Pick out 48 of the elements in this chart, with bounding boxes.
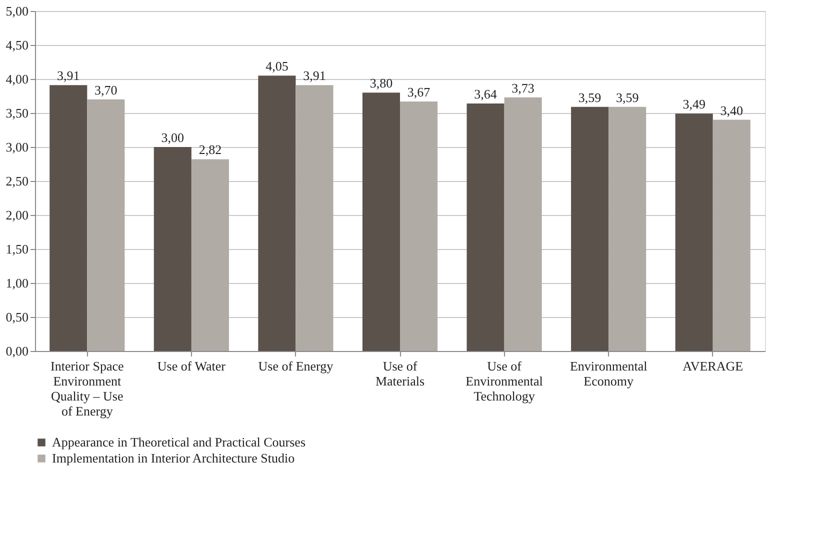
bar bbox=[400, 101, 438, 351]
data-label: 3,59 bbox=[616, 90, 639, 105]
bar bbox=[466, 103, 504, 351]
y-tick-label: 5,00 bbox=[6, 4, 28, 18]
data-label: 3,80 bbox=[370, 76, 393, 91]
data-label: 2,82 bbox=[198, 142, 222, 158]
data-label: 3,00 bbox=[161, 130, 184, 145]
bar bbox=[608, 106, 646, 351]
bar bbox=[675, 114, 713, 351]
data-label: 3,91 bbox=[303, 68, 326, 84]
bar bbox=[87, 99, 125, 351]
bar bbox=[504, 97, 542, 351]
y-tick-label: 3,50 bbox=[6, 106, 28, 120]
bar bbox=[191, 159, 229, 351]
bar bbox=[712, 120, 750, 351]
x-tick-label: Interior Space Environment Quality – Use of Energy bbox=[50, 358, 124, 418]
y-tick-label: 0,00 bbox=[6, 344, 28, 358]
y-tick-label: 2,50 bbox=[6, 174, 28, 188]
legend-label: Implementation in Interior Architecture Studio bbox=[52, 450, 295, 466]
y-tick-label: 4,00 bbox=[6, 72, 28, 86]
y-tick-label: 1,00 bbox=[6, 276, 28, 290]
y-tick-label: 0,50 bbox=[6, 310, 28, 324]
bar bbox=[50, 85, 88, 351]
legend-label: Appearance in Theoretical and Practical Courses bbox=[52, 434, 306, 450]
x-tick-label: Environmental Economy bbox=[570, 358, 648, 388]
data-label: 3,59 bbox=[578, 90, 602, 105]
data-label: 3,73 bbox=[512, 80, 534, 96]
y-tick-label: 3,00 bbox=[6, 140, 28, 154]
data-label: 3,40 bbox=[720, 102, 744, 118]
x-tick-label: Use of Energy bbox=[258, 358, 334, 374]
bar bbox=[571, 106, 609, 351]
bar bbox=[296, 85, 334, 351]
x-tick-label: Use of Environmental Technology bbox=[466, 358, 544, 404]
x-tick-label: Use of Water bbox=[157, 358, 226, 374]
x-tick-label: AVERAGE bbox=[682, 358, 744, 374]
y-tick-label: 2,00 bbox=[6, 208, 28, 222]
y-tick-label: 1,50 bbox=[6, 242, 28, 256]
data-label: 3,64 bbox=[474, 86, 498, 102]
data-label: 3,70 bbox=[94, 82, 118, 98]
data-label: 3,49 bbox=[682, 96, 706, 112]
data-label: 4,05 bbox=[266, 58, 288, 74]
bar bbox=[154, 147, 192, 351]
bar bbox=[258, 76, 296, 351]
x-tick-label: Use of Materials bbox=[375, 358, 425, 388]
bar bbox=[362, 92, 400, 351]
y-tick-label: 4,50 bbox=[6, 38, 28, 52]
data-label: 3,67 bbox=[407, 84, 431, 100]
data-label: 3,91 bbox=[56, 68, 80, 84]
